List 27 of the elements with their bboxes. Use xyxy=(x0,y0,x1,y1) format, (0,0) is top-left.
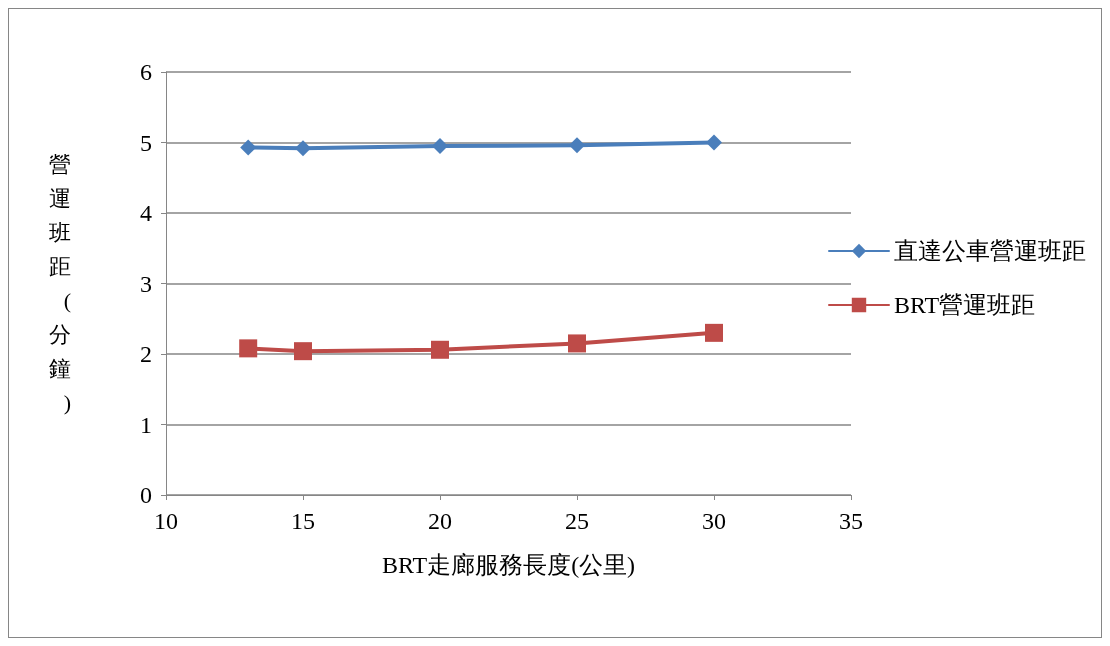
x-axis-title: BRT走廊服務長度(公里) xyxy=(381,552,636,578)
point xyxy=(295,140,311,157)
legend-label: 直達公車營運班距 xyxy=(894,238,1086,264)
point xyxy=(706,134,722,151)
x-tick-label: 15 xyxy=(291,508,315,534)
y-tick-label: 5 xyxy=(140,129,152,156)
y-tick-label: 4 xyxy=(140,200,152,226)
x-tick-label: 30 xyxy=(702,508,726,534)
point xyxy=(568,334,586,353)
y-tick-label: 3 xyxy=(140,270,152,297)
x-tick-label: 10 xyxy=(154,508,178,534)
x-tick-label: 35 xyxy=(839,508,863,534)
point xyxy=(239,339,258,358)
y-tick-label: 2 xyxy=(140,341,152,367)
point xyxy=(432,138,448,155)
y-tick-label: 0 xyxy=(140,482,152,508)
point xyxy=(431,340,449,359)
y-tick-label: 1 xyxy=(140,411,152,438)
point xyxy=(705,323,723,342)
x-tick-label: 25 xyxy=(565,508,589,534)
y-tick-label: 6 xyxy=(140,59,152,85)
point xyxy=(240,139,257,156)
point xyxy=(294,342,312,361)
y-axis-title: 營運班距(分鐘) xyxy=(49,152,71,415)
x-tick-label: 20 xyxy=(428,508,452,534)
point xyxy=(569,137,585,154)
legend-label: BRT營運班距 xyxy=(894,292,1036,318)
